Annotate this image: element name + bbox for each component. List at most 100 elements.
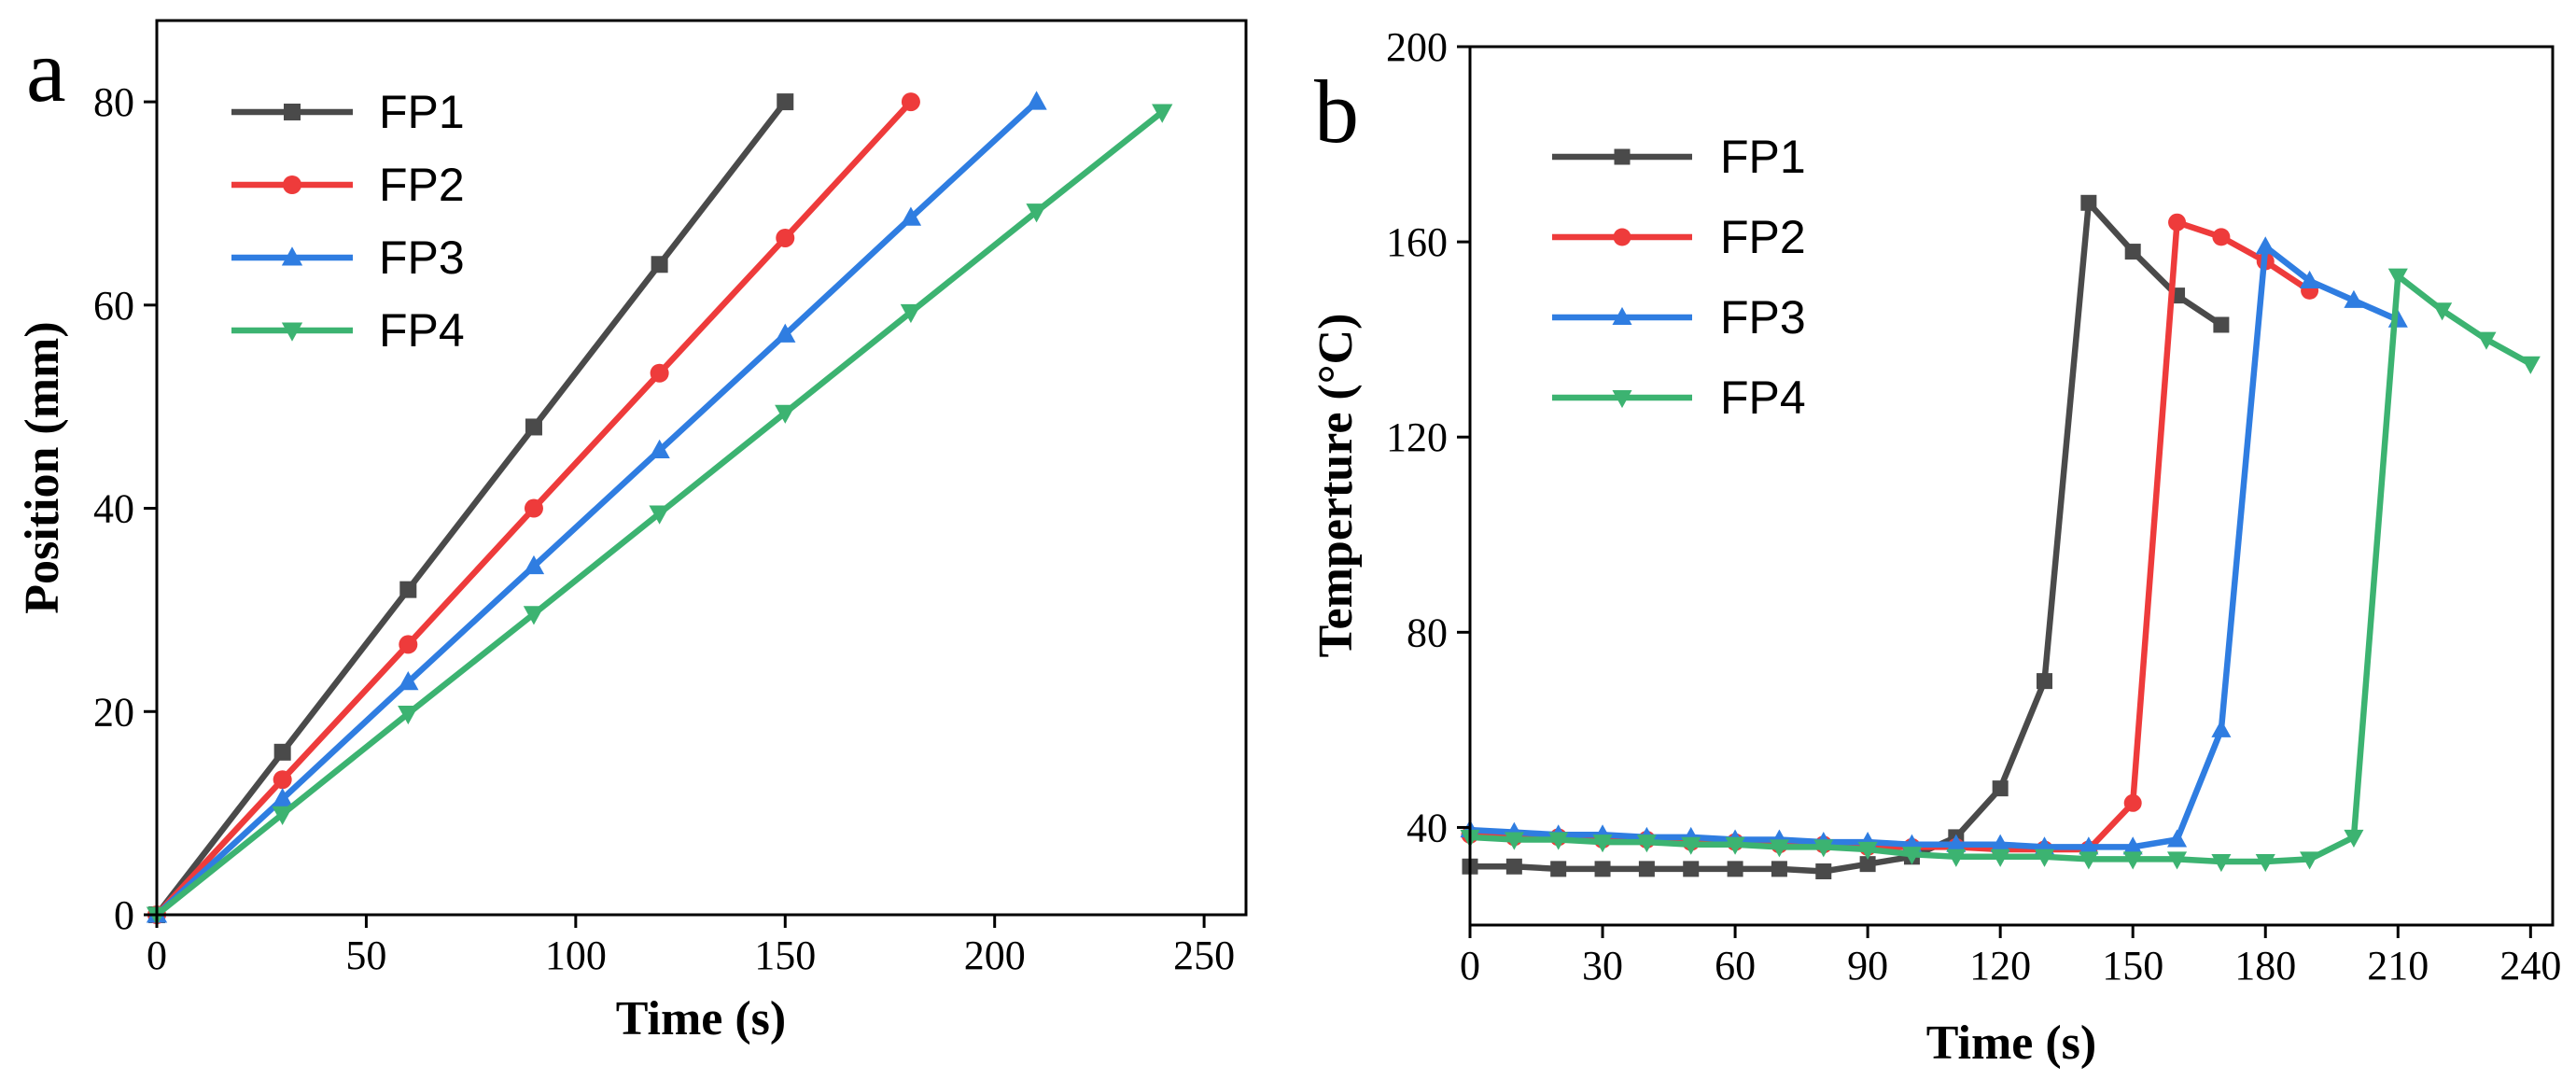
panel-a-point-fp1 [273, 743, 291, 761]
panel-b-y-tick-label: 120 [1386, 414, 1448, 460]
panel-a-x-tick-label: 150 [754, 933, 816, 978]
panel-a-x-tick-label: 100 [545, 933, 607, 978]
panel-b-point-fp2 [2123, 793, 2142, 812]
panel-a-y-tick-label: 20 [93, 689, 134, 735]
panel-a-point-fp4 [649, 505, 670, 525]
panel-b-x-tick-label: 120 [1969, 943, 2031, 989]
panel-a-point-fp3 [1026, 91, 1047, 110]
panel-b-point-fp1 [2124, 244, 2141, 260]
panel-a-series-fp1 [148, 93, 794, 923]
panel-b-point-fp3 [2167, 829, 2188, 848]
panel-a-x-tick-label: 200 [964, 933, 1026, 978]
legend-label: FP2 [1720, 211, 1806, 263]
panel-b-x-tick-label: 30 [1582, 943, 1623, 989]
panel-a-point-fp3 [649, 439, 670, 458]
panel-a-y-tick-label: 40 [93, 486, 134, 532]
panel-a-point-fp3 [523, 554, 545, 575]
panel-a-point-fp4 [272, 806, 293, 825]
panel-b-chart: b 0 30 60 90 120 150 180 210 240 40 80 120 160 200 Ti… [1309, 24, 2561, 1070]
panel-b-legend-item-fp3: FP3 [1552, 291, 1806, 344]
panel-b-point-fp4 [2255, 854, 2275, 873]
panel-b-point-fp3 [2211, 719, 2232, 737]
panel-b-point-fp1 [2213, 316, 2230, 333]
panel-b-point-fp4 [1946, 849, 1967, 867]
panel-b-point-fp4 [2079, 851, 2099, 870]
panel-b-series-fp1 [1462, 194, 2230, 879]
panel-b-x-tick-label: 90 [1847, 943, 1888, 989]
panel-b-point-fp1 [1683, 861, 1700, 877]
legend-label: FP1 [1720, 131, 1806, 183]
panel-a-point-fp3 [775, 323, 796, 343]
panel-a-point-fp2 [901, 92, 920, 112]
panel-b-y-tick-label: 40 [1407, 805, 1448, 850]
panel-a-point-fp3 [900, 206, 922, 226]
panel-b-point-fp2 [2212, 228, 2231, 246]
panel-b-point-fp1 [1727, 861, 1743, 877]
panel-b-point-fp4 [1681, 836, 1701, 855]
panel-a-legend-item-fp1: FP1 [231, 86, 465, 138]
panel-b-plot-frame [1468, 45, 2555, 927]
panel-b-point-fp4 [2300, 851, 2320, 870]
panel-b-y-axis-title: Temperture (°C) [1309, 314, 1363, 658]
panel-b-line-fp4 [1466, 273, 2534, 865]
panel-a-line-fp1 [153, 98, 789, 919]
panel-b-y-tick-label: 80 [1407, 610, 1448, 655]
panel-a-point-fp4 [900, 303, 922, 324]
panel-b-legend-item-fp1: FP1 [1552, 131, 1806, 183]
panel-b-series-fp3 [1460, 236, 2408, 855]
panel-a-series-fp2 [147, 92, 920, 924]
panel-b-x-tick-label: 0 [1460, 943, 1480, 989]
panel-b-point-fp4 [1901, 847, 1923, 865]
panel-b-point-fp4 [1548, 832, 1569, 850]
panel-b-point-fp4 [1813, 839, 1834, 858]
panel-b-point-fp4 [2432, 302, 2453, 321]
panel-b-series-fp2 [1461, 213, 2319, 859]
panel-a-point-fp3 [272, 788, 293, 807]
panel-a-legend: FP1 FP2 FP3 FP4 [231, 86, 465, 357]
panel-b-point-fp3 [2344, 289, 2364, 308]
legend-label: FP4 [1720, 372, 1806, 424]
panel-a-point-fp2 [650, 363, 669, 383]
panel-b-point-fp4 [1636, 835, 1657, 853]
legend-label: FP3 [1720, 291, 1806, 344]
panel-b-point-fp4 [1857, 841, 1878, 861]
panel-b-x-axis-title: Time (s) [1926, 1017, 2096, 1070]
panel-b-point-fp3 [1990, 834, 2010, 852]
panel-b-point-fp4 [2476, 331, 2497, 350]
panel-b-point-fp3 [1946, 834, 1967, 852]
panel-a-point-fp4 [775, 404, 796, 424]
panel-a-chart: a 0 50 100 150 200 250 0 20 40 60 80 Time (s) Posi… [16, 19, 1248, 1045]
panel-b-x-tick-label: 150 [2102, 943, 2163, 989]
panel-a-plot-frame [155, 19, 1248, 917]
panel-a-point-fp1 [525, 418, 542, 436]
panel-a-point-fp4 [398, 705, 419, 725]
panel-a-series-fp4 [146, 104, 1173, 926]
panel-b-point-fp1 [2080, 194, 2097, 211]
panel-a-y-tick-label: 0 [114, 892, 134, 938]
panel-b-series-fp4 [1460, 268, 2541, 873]
panel-a-legend-item-fp2: FP2 [231, 159, 465, 211]
panel-a-point-fp1 [399, 581, 417, 598]
panel-b-point-fp4 [1592, 835, 1613, 853]
panel-b-point-fp4 [2034, 849, 2055, 867]
panel-b-point-fp3 [2122, 836, 2143, 855]
panel-a-line-fp3 [153, 98, 1040, 919]
panel-b-x-tick-label: 210 [2367, 943, 2429, 989]
panel-b-letter: b [1314, 62, 1359, 161]
panel-b-legend-item-fp4: FP4 [1552, 372, 1806, 424]
panel-b-point-fp4 [2211, 854, 2232, 873]
panel-a-point-fp3 [398, 670, 419, 691]
panel-a-x-tick-label: 50 [345, 933, 386, 978]
panel-b-point-fp4 [2387, 268, 2408, 287]
panel-a-y-axis-title: Position (mm) [16, 321, 69, 613]
panel-b-point-fp2 [2168, 213, 2187, 231]
legend-swatch-marker [1612, 306, 1632, 326]
panel-b-point-fp1 [1771, 861, 1787, 877]
legend-swatch-marker [281, 246, 303, 266]
panel-b-point-fp4 [1769, 839, 1789, 858]
panel-a-point-fp2 [399, 635, 418, 654]
panel-b-legend-item-fp2: FP2 [1552, 211, 1806, 263]
panel-b-point-fp4 [1990, 849, 2010, 867]
legend-swatch-marker [1613, 228, 1631, 246]
